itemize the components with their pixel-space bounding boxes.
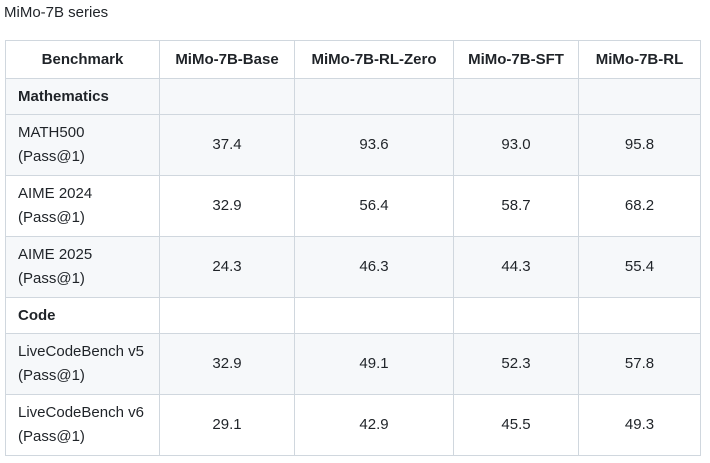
benchmark-metric: (Pass@1)	[18, 209, 85, 226]
empty-cell	[578, 78, 701, 115]
value-cell: 68.2	[578, 175, 701, 237]
table-row: LiveCodeBench v6 (Pass@1) 29.1 42.9 45.5…	[5, 394, 701, 456]
benchmark-name: AIME 2025	[18, 246, 93, 263]
table-row: AIME 2025 (Pass@1) 24.3 46.3 44.3 55.4	[5, 236, 701, 298]
benchmark-metric: (Pass@1)	[18, 148, 85, 165]
header-mimo-7b-sft: MiMo-7B-SFT	[453, 40, 579, 79]
value-cell: 55.4	[578, 236, 701, 298]
value-cell: 52.3	[453, 333, 579, 395]
empty-cell	[294, 297, 454, 334]
benchmark-cell: LiveCodeBench v6 (Pass@1)	[5, 394, 160, 456]
benchmark-name: LiveCodeBench v6	[18, 404, 144, 421]
value-cell: 95.8	[578, 114, 701, 176]
benchmark-table: Benchmark MiMo-7B-Base MiMo-7B-RL-Zero M…	[5, 40, 701, 456]
value-cell: 93.0	[453, 114, 579, 176]
table-caption: MiMo-7B series	[4, 4, 109, 21]
value-cell: 45.5	[453, 394, 579, 456]
header-mimo-7b-rl: MiMo-7B-RL	[578, 40, 701, 79]
header-mimo-7b-base: MiMo-7B-Base	[159, 40, 295, 79]
benchmark-cell: MATH500 (Pass@1)	[5, 114, 160, 176]
value-cell: 32.9	[159, 175, 295, 237]
benchmark-name: MATH500	[18, 124, 85, 141]
header-benchmark: Benchmark	[5, 40, 160, 79]
benchmark-metric: (Pass@1)	[18, 367, 85, 384]
benchmark-name: AIME 2024	[18, 185, 93, 202]
table-row: AIME 2024 (Pass@1) 32.9 56.4 58.7 68.2	[5, 175, 701, 237]
section-label: Mathematics	[5, 78, 160, 115]
empty-cell	[453, 297, 579, 334]
value-cell: 29.1	[159, 394, 295, 456]
value-cell: 58.7	[453, 175, 579, 237]
benchmark-metric: (Pass@1)	[18, 428, 85, 445]
benchmark-name: LiveCodeBench v5	[18, 343, 144, 360]
section-row-code: Code	[5, 297, 701, 334]
table-row: LiveCodeBench v5 (Pass@1) 32.9 49.1 52.3…	[5, 333, 701, 395]
table-row: MATH500 (Pass@1) 37.4 93.6 93.0 95.8	[5, 114, 701, 176]
empty-cell	[453, 78, 579, 115]
value-cell: 49.3	[578, 394, 701, 456]
value-cell: 93.6	[294, 114, 454, 176]
empty-cell	[159, 297, 295, 334]
benchmark-cell: AIME 2025 (Pass@1)	[5, 236, 160, 298]
value-cell: 44.3	[453, 236, 579, 298]
section-row-mathematics: Mathematics	[5, 78, 701, 115]
benchmark-cell: AIME 2024 (Pass@1)	[5, 175, 160, 237]
empty-cell	[294, 78, 454, 115]
value-cell: 57.8	[578, 333, 701, 395]
header-row: Benchmark MiMo-7B-Base MiMo-7B-RL-Zero M…	[5, 40, 701, 79]
value-cell: 24.3	[159, 236, 295, 298]
value-cell: 56.4	[294, 175, 454, 237]
section-label: Code	[5, 297, 160, 334]
benchmark-cell: LiveCodeBench v5 (Pass@1)	[5, 333, 160, 395]
value-cell: 32.9	[159, 333, 295, 395]
header-mimo-7b-rl-zero: MiMo-7B-RL-Zero	[294, 40, 454, 79]
value-cell: 49.1	[294, 333, 454, 395]
benchmark-metric: (Pass@1)	[18, 270, 85, 287]
empty-cell	[159, 78, 295, 115]
value-cell: 46.3	[294, 236, 454, 298]
value-cell: 42.9	[294, 394, 454, 456]
value-cell: 37.4	[159, 114, 295, 176]
empty-cell	[578, 297, 701, 334]
